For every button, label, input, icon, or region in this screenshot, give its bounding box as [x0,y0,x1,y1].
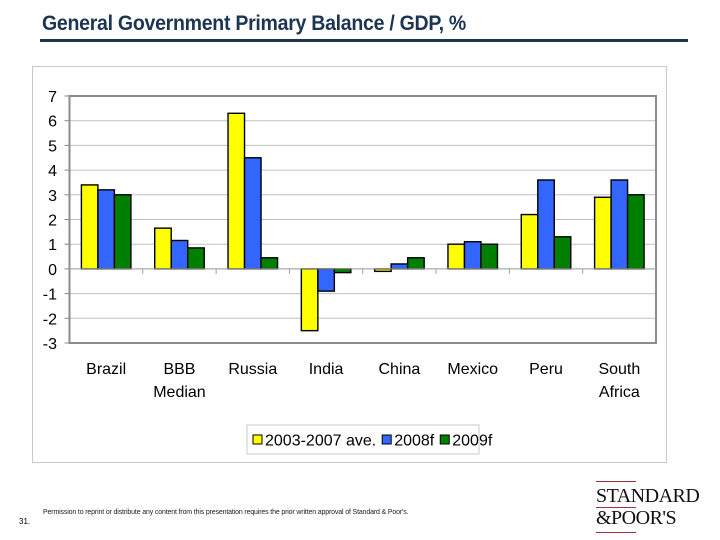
x-tick-label: Median [153,384,205,401]
bar [463,241,482,270]
y-tick-label: 0 [48,262,57,279]
y-tick-label: 6 [48,114,57,131]
bar [447,243,466,270]
bar [610,179,629,270]
bar [154,227,172,270]
x-tick-label: South [598,361,640,378]
x-tick-labels: Brazil BBB Median Russia India China Mexico Per… [86,361,640,401]
legend-label: 2008f [394,433,435,450]
bar [593,196,612,270]
bar [80,184,99,270]
y-tick-label: 4 [48,163,57,180]
bar [170,239,189,270]
slide-number: 31. [19,517,31,526]
legend-swatch [252,434,263,445]
bar [520,213,539,270]
axes [64,95,657,344]
bar [626,194,645,270]
y-tick-label: -1 [43,287,57,304]
legend-swatch [439,434,450,445]
bar [227,112,246,270]
gridlines [69,120,656,319]
y-tick-label: 7 [48,89,57,106]
logo-rule-bottom [596,532,636,533]
y-tick-label: -3 [43,336,57,353]
bar [333,268,352,274]
logo-rule-middle [596,507,636,508]
logo-rule-top [596,481,636,482]
x-tick-label: Brazil [86,361,126,378]
bar [300,268,319,332]
x-tick-label: Russia [228,361,277,378]
standard-and-poors-logo: STANDARD &POOR'S [596,480,706,535]
x-tick-label: India [309,361,344,378]
y-tick-label: -2 [43,311,57,328]
x-tick-label: BBB [163,361,195,378]
bar [480,243,499,270]
bar [97,189,116,270]
y-tick-labels: 7 6 5 4 3 2 1 0 -1 -2 -3 [43,89,57,353]
legend-swatch [381,434,392,445]
bar [317,268,336,292]
disclaimer-text: Permission to reprint or distribute any … [43,509,409,516]
y-tick-label: 3 [48,188,57,205]
bar [406,257,425,270]
x-tick-label: Peru [529,361,563,378]
legend-label: 2009f [452,433,493,450]
x-tick-label: China [379,361,421,378]
bar [243,157,262,270]
bar [390,263,409,270]
x-tick-label: Africa [599,384,640,401]
title-underline [40,39,688,42]
bar [113,194,132,270]
bar [553,236,572,270]
plot-area-border [68,95,657,344]
legend-label: 2003-2007 ave. [265,433,376,450]
y-tick-label: 1 [48,237,57,254]
logo-line-1: STANDARD [596,485,700,507]
y-tick-label: 5 [48,138,57,155]
legend: 2003-2007 ave. 2008f 2009f [246,424,493,455]
y-tick-label: 2 [48,213,57,230]
bar [187,247,205,270]
x-tick-label: Mexico [447,361,498,378]
logo-line-2: &POOR'S [596,507,677,529]
slide-title: General Government Primary Balance / GDP… [42,12,467,35]
bar [537,179,555,270]
bar [260,257,279,270]
